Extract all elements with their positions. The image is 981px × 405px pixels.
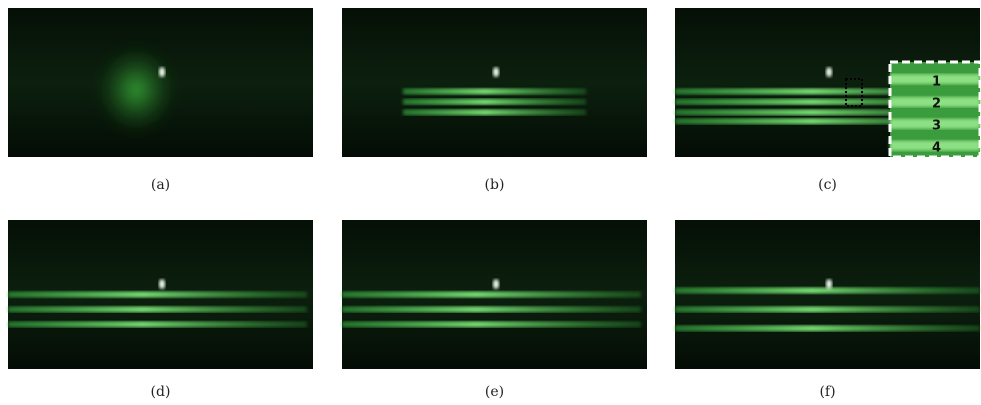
bright-spot: [159, 279, 166, 290]
light-band: [342, 306, 641, 313]
inset-band: [890, 140, 980, 151]
bright-spot: [493, 279, 500, 290]
light-band: [403, 109, 586, 116]
light-band: [675, 118, 980, 125]
light-band: [675, 306, 980, 313]
inset-label: 2: [932, 97, 941, 112]
panel-image: [8, 220, 313, 369]
light-band: [8, 291, 307, 298]
light-band: [342, 321, 641, 328]
panel-image: [675, 220, 980, 369]
panel-image: [342, 8, 647, 157]
inset-band: [890, 96, 980, 107]
inset-label: 4: [932, 141, 941, 156]
panel-image: [342, 220, 647, 369]
panel-image: [8, 8, 313, 157]
panel-caption: (d): [151, 384, 171, 400]
image-background: [342, 8, 647, 157]
bright-spot: [826, 67, 833, 78]
panel-caption: (b): [485, 177, 505, 193]
inset-band: [890, 118, 980, 129]
light-band: [403, 98, 586, 105]
panel-caption: (c): [818, 177, 837, 193]
image-background: [675, 220, 980, 369]
panel-caption: (a): [151, 177, 170, 193]
inset-band: [890, 74, 980, 85]
light-band: [675, 287, 980, 294]
light-band: [8, 321, 307, 328]
light-band: [675, 325, 980, 332]
panel-caption: (e): [485, 384, 504, 400]
inset-border: [888, 60, 981, 159]
light-band: [403, 88, 586, 95]
light-band: [675, 88, 980, 95]
bright-spot: [826, 279, 833, 290]
panel-caption: (f): [819, 384, 835, 400]
bright-spot: [493, 67, 500, 78]
inset-label: 3: [932, 119, 941, 134]
light-band: [675, 109, 980, 116]
inset-label: 1: [932, 75, 941, 90]
light-band: [342, 291, 641, 298]
light-band: [675, 98, 980, 105]
light-band: [8, 306, 307, 313]
bright-spot: [159, 67, 166, 78]
dotted-selection: [845, 78, 863, 107]
